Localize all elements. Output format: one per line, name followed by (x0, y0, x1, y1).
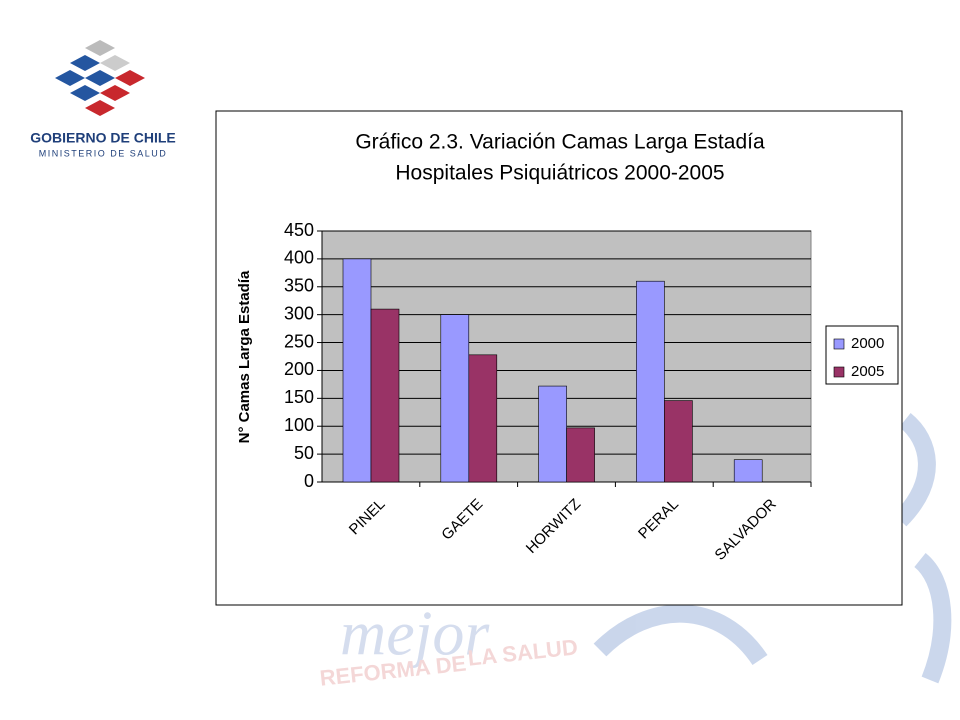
decoration (593, 412, 952, 684)
logo: GOBIERNO DE CHILE MINISTERIO DE SALUD (30, 40, 176, 158)
chart-title: Hospitales Psiquiátricos 2000-2005 (395, 162, 724, 185)
y-tick-label: 100 (284, 415, 314, 435)
logo-tile (55, 70, 85, 86)
logo-tile (100, 85, 130, 101)
y-tick-label: 200 (284, 359, 314, 379)
legend-swatch (833, 338, 845, 350)
logo-tile (85, 100, 115, 116)
bar (733, 459, 763, 483)
bar (566, 427, 595, 483)
legend-label: 2000 (851, 335, 884, 352)
logo-tile (70, 55, 100, 71)
y-tick-label: 450 (284, 220, 314, 240)
logo-tile (70, 85, 100, 101)
logo-tile (100, 55, 130, 71)
y-tick-label: 300 (284, 303, 314, 323)
logo-tile (85, 70, 115, 86)
legend-swatch (833, 366, 845, 378)
legend (825, 325, 899, 385)
chart-title: Gráfico 2.3. Variación Camas Larga Estad… (355, 131, 765, 154)
y-tick-label: 150 (284, 387, 314, 407)
y-tick-label: 0 (304, 471, 314, 491)
bar (342, 258, 372, 483)
y-axis-label: N° Camas Larga Estadía (236, 270, 253, 443)
bar (440, 314, 470, 483)
bar (538, 385, 567, 483)
logo-tile (85, 40, 115, 56)
bar (468, 354, 498, 483)
logo-ministry: MINISTERIO DE SALUD (39, 148, 168, 158)
watermark-word: mejor (340, 598, 490, 669)
y-tick-label: 250 (284, 331, 314, 351)
y-tick-label: 50 (294, 443, 314, 463)
bar (664, 400, 693, 483)
logo-tile (115, 70, 145, 86)
legend-label: 2005 (851, 363, 884, 380)
logo-name: GOBIERNO DE CHILE (30, 130, 175, 146)
bar (370, 308, 400, 483)
y-tick-label: 350 (284, 276, 314, 296)
bar (636, 280, 665, 483)
y-tick-label: 400 (284, 248, 314, 268)
watermark: mejor REFORMA DE LA SALUD (319, 412, 952, 691)
